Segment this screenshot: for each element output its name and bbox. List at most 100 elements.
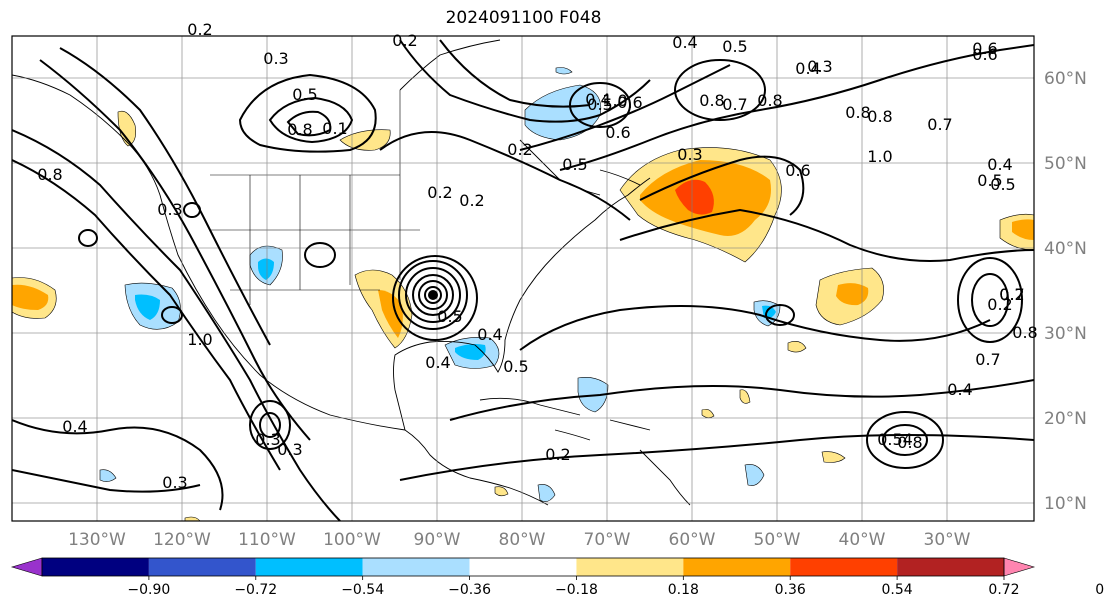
- longitude-label: 60°W: [669, 530, 716, 550]
- contour-label: 0.8: [37, 165, 62, 184]
- longitude-label: 100°W: [323, 530, 381, 550]
- contour-label: 0.2: [987, 295, 1012, 314]
- contour-label: 0.5: [292, 85, 317, 104]
- contour-label: 0.7: [975, 350, 1000, 369]
- shade-yellow-small6: [184, 516, 201, 521]
- contour-lines: [12, 39, 1034, 521]
- contour-label: 0.7: [927, 115, 952, 134]
- contour-label: 0.3: [157, 200, 182, 219]
- contour-label: 0.2: [187, 20, 212, 39]
- contour-label: 0.5: [722, 37, 747, 56]
- contour-label: 0.7: [722, 95, 747, 114]
- shade-lightblue-small2: [537, 484, 556, 502]
- longitude-label: 130°W: [68, 530, 126, 550]
- colorbar-tick-label: 0.90: [1095, 582, 1105, 598]
- shade-blue-baja: [135, 294, 160, 320]
- contour-label: 0.8: [699, 91, 724, 110]
- shade-yellow-small5: [494, 486, 509, 497]
- latitude-label: 40°N: [1044, 239, 1087, 259]
- contour-label: 0.5: [503, 357, 528, 376]
- longitude-label-layer: 130°W 120°W 110°W 100°W 90°W 80°W 70°W 60°W 50°W…: [68, 530, 971, 550]
- longitude-label: 110°W: [238, 530, 296, 550]
- colorbar-tick-label: 0.36: [775, 582, 806, 598]
- contour-label: 0.6: [605, 123, 630, 142]
- contour-label: 0.2: [459, 191, 484, 210]
- contour-label: 0.6: [617, 93, 642, 112]
- contour-label: 0.6: [972, 45, 997, 64]
- colorbar-tick-label: 0.54: [882, 582, 913, 598]
- latitude-label: 50°N: [1044, 154, 1087, 174]
- longitude-label: 80°W: [499, 530, 546, 550]
- longitude-label: 90°W: [414, 530, 461, 550]
- colorbar-segment: [362, 558, 470, 576]
- contour-label: 0.3: [255, 430, 280, 449]
- contour-label: 0.4: [477, 325, 502, 344]
- latitude-label: 60°N: [1044, 69, 1087, 89]
- contour-label: 0.7: [999, 285, 1024, 304]
- longitude-label: 120°W: [153, 530, 211, 550]
- shade-yellow-small2: [739, 389, 751, 404]
- contour-label: 0.4: [585, 90, 610, 109]
- contour-label: 0.8: [897, 433, 922, 452]
- latitude-label-layer: 60°N 50°N 40°N 30°N 20°N 10°N: [1044, 69, 1087, 514]
- contour-label: 0.3: [807, 57, 832, 76]
- contour-label: 0.5: [437, 307, 462, 326]
- contour-label: 1.0: [187, 330, 212, 349]
- colorbar-segment: [469, 558, 577, 576]
- contour-label: 0.8: [845, 103, 870, 122]
- contour-label: 0.8: [867, 107, 892, 126]
- colorbar-segment: [148, 558, 256, 576]
- contour-label: 0.3: [162, 473, 187, 492]
- latitude-label: 20°N: [1044, 409, 1087, 429]
- us-state-lines: [210, 90, 420, 305]
- contour-label: 0.6: [972, 39, 997, 58]
- contour-label: 0.8: [1012, 323, 1037, 342]
- colorbar-segment: [10, 557, 43, 577]
- colorbar-segment: [42, 558, 149, 576]
- contour-label: 0.5: [562, 155, 587, 174]
- map-frame: [11, 35, 1035, 522]
- longitude-label: 40°W: [839, 530, 886, 550]
- graticule: [12, 36, 1034, 521]
- contour-label: 0.4: [795, 59, 820, 78]
- colorbar-segment: [790, 558, 898, 576]
- contour-label: 1.0: [867, 147, 892, 166]
- contour-label: 0.2: [392, 31, 417, 50]
- colorbar-tick-label: 0.18: [668, 582, 699, 598]
- contour-label: 1.0: [602, 91, 627, 110]
- contour-label: 0.2: [427, 183, 452, 202]
- longitude-label: 30°W: [924, 530, 971, 550]
- contour-label: 0.8: [287, 120, 312, 139]
- contour-label: 0.5: [977, 171, 1002, 190]
- colorbar-tick-label: 0.72: [988, 582, 1019, 598]
- shade-orange-catl: [836, 283, 869, 306]
- contour-label: 0.5: [587, 95, 612, 114]
- latitude-label: 10°N: [1044, 494, 1087, 514]
- contour-label: 0.54: [877, 430, 913, 449]
- shade-orange-eatl: [1012, 219, 1034, 240]
- shade-yellow-small1: [787, 341, 807, 353]
- latitude-label: 30°N: [1044, 324, 1087, 344]
- colorbar-segment: [683, 558, 791, 576]
- coastlines: [12, 39, 691, 506]
- shaded-regions: [12, 67, 1034, 521]
- pacific-coast: [12, 74, 549, 506]
- contour-label: 0.2: [545, 445, 570, 464]
- colorbar: −0.90 −0.72 −0.54 −0.36 −0.18 0.18 0.36 0.54 0.7…: [10, 557, 1105, 598]
- contour-label: 0.4: [947, 380, 972, 399]
- contour-label: 0.5: [990, 175, 1015, 194]
- colorbar-tick-label: −0.54: [341, 582, 384, 598]
- colorbar-tick-label: −0.36: [448, 582, 491, 598]
- shade-lightblue-small4: [555, 67, 573, 75]
- contour-label: 0.3: [277, 440, 302, 459]
- contour-label: 0.4: [62, 417, 87, 436]
- contour-label: 0.4: [672, 33, 697, 52]
- colorbar-tick-label: −0.72: [234, 582, 277, 598]
- contour-label: 0.4: [987, 155, 1012, 174]
- shade-lightblue-small3: [99, 469, 117, 482]
- colorbar-segment: [255, 558, 363, 576]
- contour-label: 0.2: [507, 140, 532, 159]
- longitude-label: 50°W: [754, 530, 801, 550]
- shade-blue-rockies: [258, 258, 274, 280]
